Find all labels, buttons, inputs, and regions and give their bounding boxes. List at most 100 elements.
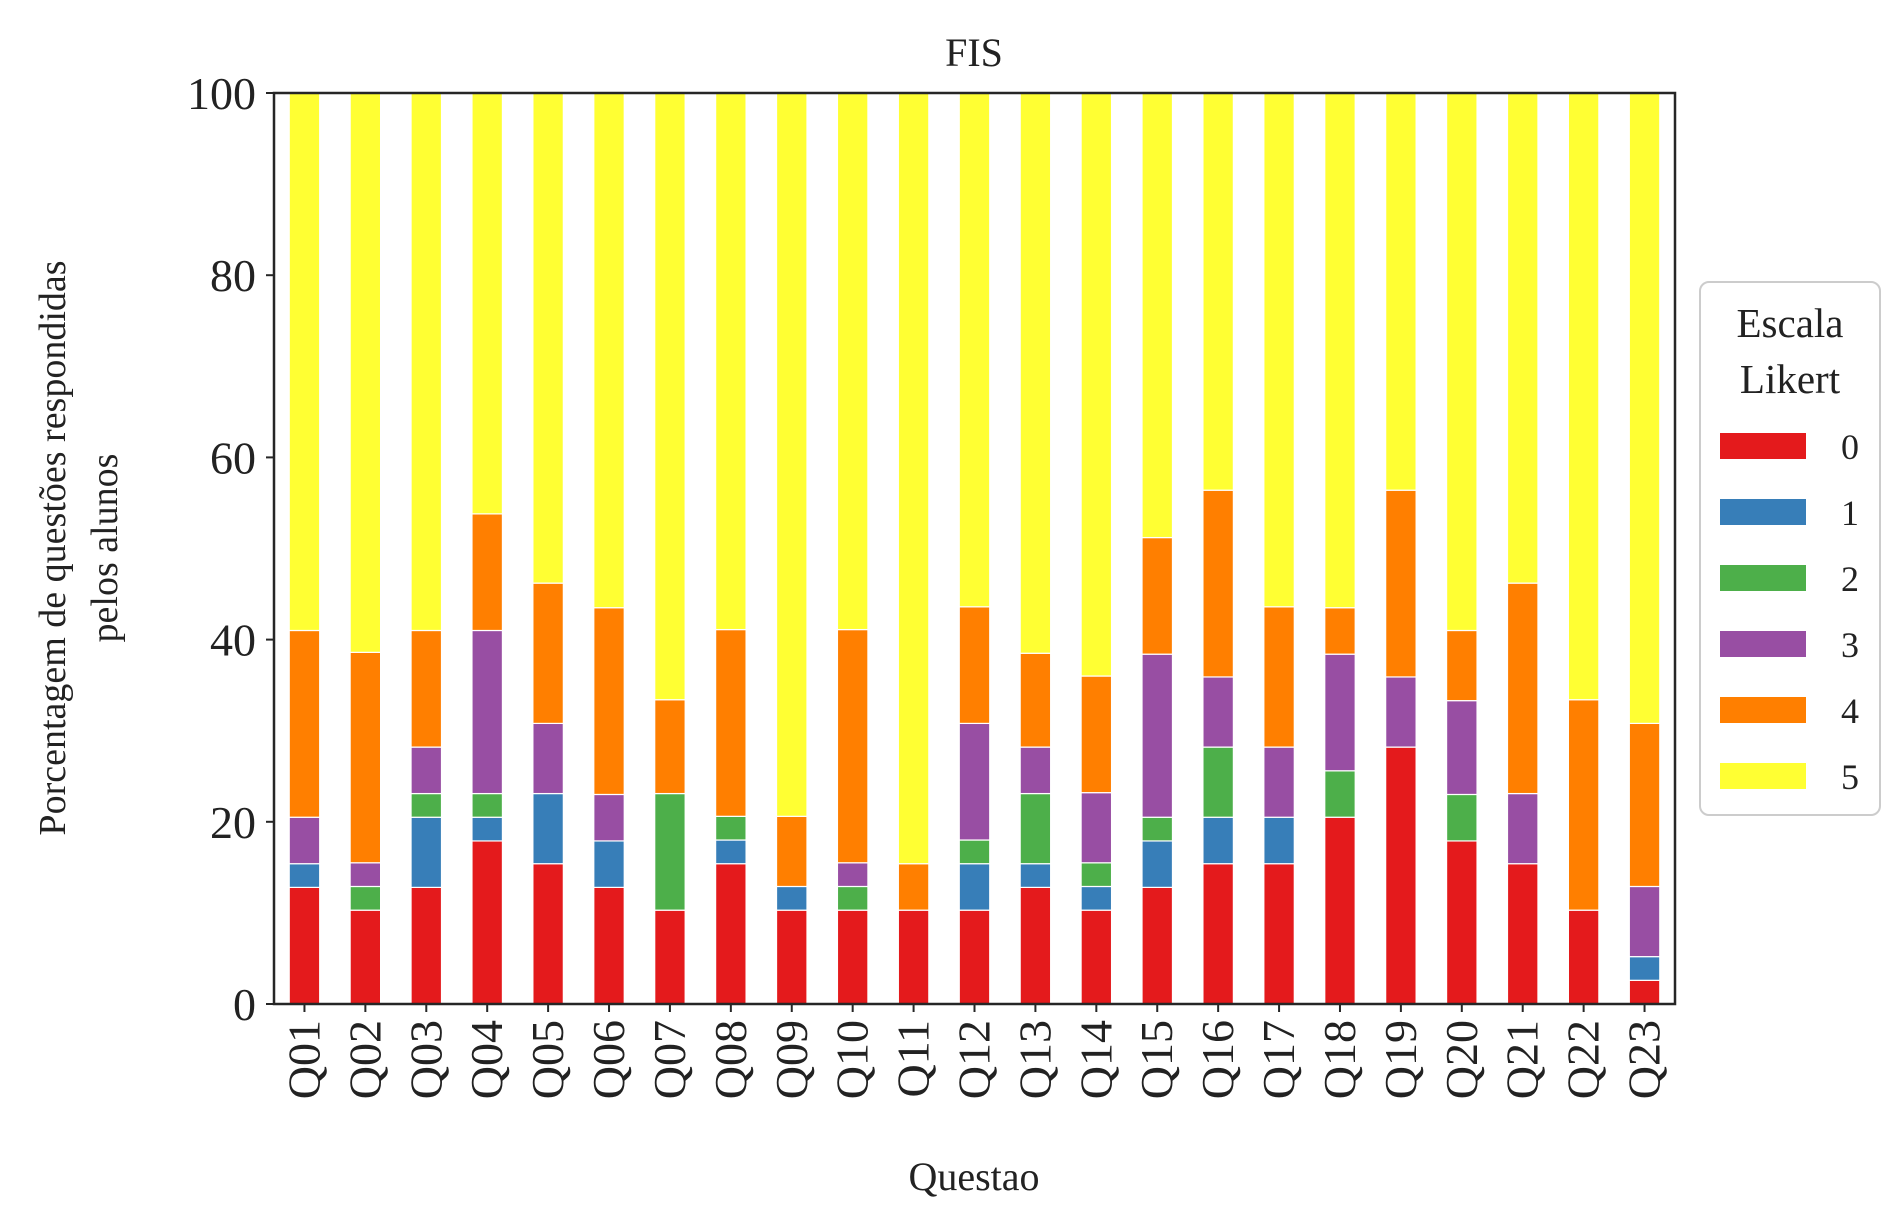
bar-Q13-level-0	[1019, 886, 1052, 1005]
bar-Q10-level-5	[836, 92, 869, 631]
y-tick-label: 40	[210, 615, 256, 666]
x-tick-label: Q13	[1009, 1020, 1060, 1099]
bar-Q07-level-0	[654, 909, 686, 1005]
bar-Q04-level-0	[471, 840, 504, 1005]
bar-Q13-level-4	[1019, 652, 1052, 748]
bar-Q09-level-5	[775, 92, 808, 817]
bar-Q03-level-3	[410, 746, 443, 795]
bar-Q05-level-1	[532, 792, 564, 865]
bar-Q19-level-3	[1385, 676, 1417, 748]
bar-Q23-level-3	[1628, 885, 1661, 958]
legend-swatch-1	[1720, 499, 1806, 525]
bar-Q07-level-2	[654, 792, 686, 911]
y-axis: 0 20 40 60 80 100	[187, 68, 274, 1030]
bar-Q06-level-3	[593, 793, 625, 842]
bar-Q03-level-5	[410, 92, 443, 632]
bar-Q03-level-4	[410, 629, 443, 748]
bar-Q01-level-0	[288, 886, 321, 1005]
bar-Q04-level-4	[471, 513, 504, 632]
bar-Q08-level-4	[715, 628, 747, 817]
bar-Q02-level-2	[349, 885, 382, 911]
bar-Q21-level-4	[1506, 582, 1539, 795]
bar-Q01-level-3	[288, 816, 321, 865]
x-tick-label: Q05	[522, 1020, 573, 1099]
y-axis-label-line-2: pelos alunos	[84, 454, 126, 643]
bar-Q20-level-3	[1445, 700, 1478, 796]
bar-Q23-level-1	[1628, 956, 1661, 981]
x-axis-label: Questao	[908, 1154, 1039, 1199]
bar-Q02-level-4	[349, 651, 382, 864]
legend-label-5: 5	[1841, 757, 1859, 797]
x-tick-label: Q23	[1619, 1020, 1670, 1099]
bar-Q15-level-2	[1141, 816, 1174, 842]
legend-title-line-2: Likert	[1740, 356, 1841, 402]
x-tick-label: Q02	[339, 1020, 390, 1099]
bar-Q18-level-4	[1324, 607, 1356, 655]
x-tick-label: Q15	[1131, 1020, 1182, 1099]
legend-title-line-1: Escala	[1737, 300, 1844, 346]
x-tick-label: Q14	[1070, 1020, 1121, 1099]
bar-Q13-level-1	[1019, 863, 1052, 889]
x-tick-label: Q18	[1314, 1020, 1365, 1099]
bar-Q19-level-4	[1385, 489, 1417, 678]
bar-Q22-level-5	[1567, 92, 1600, 701]
x-tick-label: Q16	[1192, 1020, 1243, 1099]
bar-Q02-level-0	[349, 909, 382, 1005]
bar-Q06-level-4	[593, 607, 625, 796]
bar-Q14-level-4	[1080, 675, 1113, 794]
bar-Q05-level-0	[532, 863, 564, 1005]
bar-Q21-level-5	[1506, 92, 1539, 584]
bar-Q16-level-5	[1202, 92, 1234, 491]
bar-Q19-level-0	[1385, 746, 1417, 1005]
bar-Q16-level-4	[1202, 489, 1234, 678]
bar-Q02-level-3	[349, 862, 382, 888]
bar-Q08-level-1	[715, 839, 747, 865]
bar-Q16-level-1	[1202, 816, 1234, 865]
x-tick-label: Q04	[461, 1020, 512, 1099]
x-tick-label: Q19	[1375, 1020, 1426, 1099]
bar-Q14-level-1	[1080, 885, 1113, 911]
bar-Q01-level-1	[288, 863, 321, 889]
chart-title: FIS	[945, 30, 1003, 75]
legend-swatch-4	[1720, 697, 1806, 723]
bar-Q11-level-5	[897, 92, 930, 865]
bar-Q14-level-3	[1080, 792, 1113, 864]
y-axis-label-line-1: Porcentagem de questões respondidas	[32, 260, 74, 835]
bar-Q18-level-2	[1324, 770, 1356, 818]
bar-Q08-level-2	[715, 815, 747, 841]
x-tick-label: Q21	[1497, 1020, 1548, 1099]
bar-Q14-level-0	[1080, 909, 1113, 1005]
x-tick-label: Q22	[1558, 1020, 1609, 1099]
bar-Q23-level-0	[1628, 979, 1661, 1005]
bar-Q06-level-5	[593, 92, 625, 609]
legend-swatch-0	[1720, 433, 1806, 459]
bar-Q12-level-5	[958, 92, 991, 608]
bar-Q12-level-4	[958, 606, 991, 725]
bar-Q01-level-4	[288, 629, 321, 818]
bar-Q19-level-5	[1385, 92, 1417, 491]
bar-Q03-level-2	[410, 792, 443, 818]
bar-Q22-level-4	[1567, 699, 1600, 911]
bar-Q16-level-0	[1202, 863, 1234, 1005]
bar-Q02-level-5	[349, 92, 382, 653]
bar-Q10-level-3	[836, 862, 869, 888]
x-tick-label: Q09	[766, 1020, 817, 1099]
y-tick-label: 60	[210, 432, 256, 483]
x-axis: Q01 Q02 Q03 Q04 Q05 Q06 Q07 Q08 Q09 Q10 Q11 Q12 Q13 Q…	[278, 1004, 1670, 1099]
bar-Q05-level-4	[532, 582, 564, 725]
bar-Q09-level-1	[775, 885, 808, 911]
bar-Q08-level-0	[715, 863, 747, 1005]
bar-Q15-level-0	[1141, 886, 1174, 1005]
bar-Q13-level-5	[1019, 92, 1052, 654]
bar-Q13-level-2	[1019, 792, 1052, 865]
x-tick-label: Q20	[1436, 1020, 1487, 1099]
bar-Q04-level-3	[471, 629, 504, 795]
bar-Q01-level-5	[288, 92, 321, 632]
bar-Q05-level-5	[532, 92, 564, 584]
x-tick-label: Q17	[1253, 1020, 1304, 1099]
bar-Q16-level-2	[1202, 746, 1234, 818]
bar-Q12-level-2	[958, 839, 991, 865]
bar-Q07-level-5	[654, 92, 686, 701]
bar-Q15-level-4	[1141, 536, 1174, 655]
